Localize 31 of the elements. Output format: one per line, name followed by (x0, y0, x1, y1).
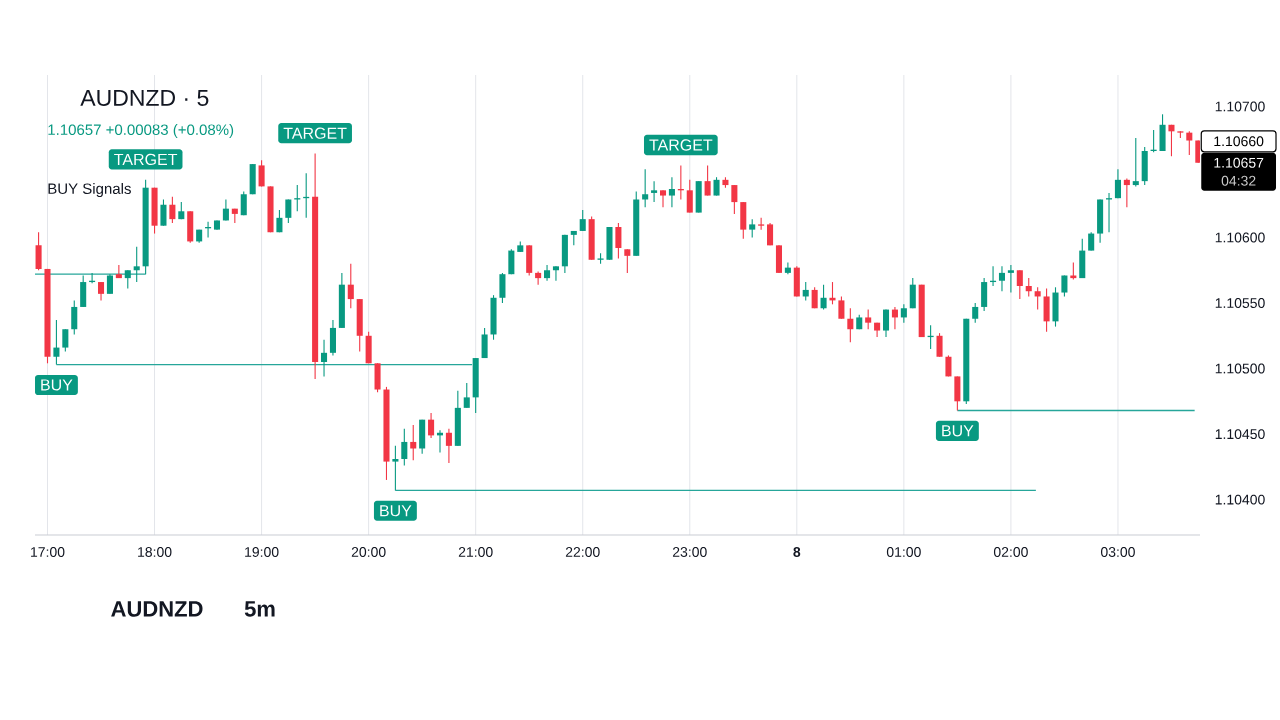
text: AUDNZD (111, 601, 203, 617)
x-tick-label: 02:00 (993, 547, 1028, 557)
annotation: BUY (41, 379, 73, 391)
x-tick-label: 17:00 (31, 547, 65, 557)
annotation: TARGET (283, 127, 347, 139)
annotation: TARGET (114, 153, 178, 166)
x-tick-label: 20:00 (351, 547, 386, 557)
x-tick-label: 21:00 (458, 547, 493, 557)
y-tick-label: 1.10450 (1215, 429, 1265, 440)
annotation: TARGET (649, 139, 713, 151)
x-tick-label: 23:00 (672, 547, 707, 557)
text: 04:32 (1221, 175, 1256, 186)
y-tick-label: 1.10700 (1215, 101, 1265, 112)
chart-title: AUDNZD · 5 (80, 89, 209, 107)
text: 5m (244, 601, 275, 617)
annotation: BUY Signals (48, 182, 131, 197)
annotation: BUY (380, 505, 412, 517)
x-tick-label: 01:00 (886, 547, 921, 557)
y-tick-label: 1.10600 (1215, 232, 1265, 243)
x-tick-label: 19:00 (245, 547, 279, 557)
annotation: BUY (942, 425, 974, 437)
y-tick-label: 1.10500 (1215, 363, 1265, 374)
x-tick-label: 18:00 (138, 547, 172, 557)
x-tick-label: 22:00 (565, 547, 600, 557)
x-tick-label: 8 (793, 547, 801, 557)
x-tick-label: 03:00 (1100, 547, 1135, 557)
y-tick-label: 1.10550 (1215, 298, 1265, 308)
text: 1.10660 (1214, 136, 1264, 147)
annotation: 1.10657 (1214, 157, 1264, 168)
text: 1.10657 +0.00083 (+0.08%) (48, 123, 234, 138)
y-tick-label: 1.10400 (1215, 494, 1265, 505)
